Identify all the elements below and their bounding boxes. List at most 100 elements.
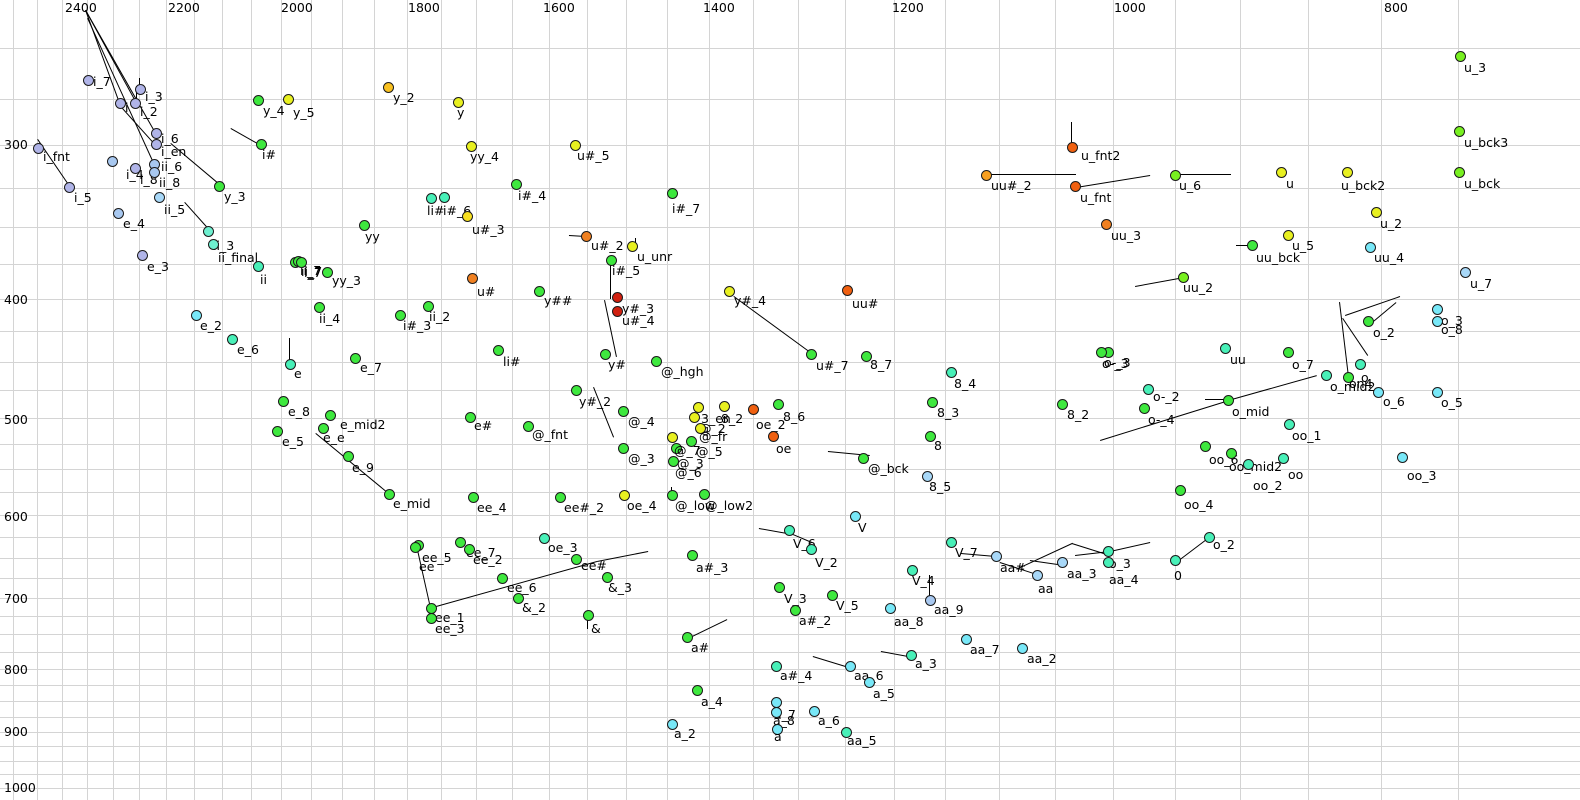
- data-point[interactable]: [534, 286, 545, 297]
- data-point[interactable]: [350, 353, 361, 364]
- data-point[interactable]: [278, 396, 289, 407]
- data-point[interactable]: [806, 349, 817, 360]
- data-point[interactable]: [618, 406, 629, 417]
- data-point[interactable]: [455, 537, 466, 548]
- data-point[interactable]: [627, 241, 638, 252]
- data-point[interactable]: [1143, 384, 1154, 395]
- data-point[interactable]: [1067, 142, 1078, 153]
- data-point[interactable]: [113, 208, 124, 219]
- data-point[interactable]: [64, 182, 75, 193]
- data-point[interactable]: [203, 226, 214, 237]
- data-point[interactable]: [253, 95, 264, 106]
- data-point[interactable]: [1355, 359, 1366, 370]
- data-point[interactable]: [768, 431, 779, 442]
- data-point[interactable]: [1070, 181, 1081, 192]
- data-point[interactable]: [426, 613, 437, 624]
- data-point[interactable]: [1432, 304, 1443, 315]
- data-point[interactable]: [858, 453, 869, 464]
- data-point[interactable]: [1363, 316, 1374, 327]
- data-point[interactable]: [130, 163, 141, 174]
- data-point[interactable]: [1342, 167, 1353, 178]
- data-point[interactable]: [1432, 387, 1443, 398]
- data-point[interactable]: [724, 286, 735, 297]
- data-point[interactable]: [191, 310, 202, 321]
- data-point[interactable]: [1200, 441, 1211, 452]
- data-point[interactable]: [618, 443, 629, 454]
- data-point[interactable]: [1454, 126, 1465, 137]
- data-point[interactable]: [1460, 267, 1471, 278]
- data-point[interactable]: [208, 239, 219, 250]
- data-point[interactable]: [1283, 347, 1294, 358]
- data-point[interactable]: [671, 443, 682, 454]
- data-point[interactable]: [771, 661, 782, 672]
- data-point[interactable]: [426, 193, 437, 204]
- data-point[interactable]: [602, 572, 613, 583]
- data-point[interactable]: [513, 593, 524, 604]
- data-point[interactable]: [410, 542, 421, 553]
- data-point[interactable]: [719, 401, 730, 412]
- data-point[interactable]: [383, 82, 394, 93]
- data-point[interactable]: [651, 356, 662, 367]
- data-point[interactable]: [1276, 167, 1287, 178]
- data-point[interactable]: [467, 273, 478, 284]
- data-point[interactable]: [466, 141, 477, 152]
- data-point[interactable]: [1365, 242, 1376, 253]
- data-point[interactable]: [1178, 272, 1189, 283]
- data-point[interactable]: [771, 707, 782, 718]
- data-point[interactable]: [154, 192, 165, 203]
- data-point[interactable]: [922, 471, 933, 482]
- data-point[interactable]: [283, 94, 294, 105]
- data-point[interactable]: [1170, 555, 1181, 566]
- data-point[interactable]: [453, 97, 464, 108]
- data-point[interactable]: [285, 359, 296, 370]
- data-point[interactable]: [493, 345, 504, 356]
- data-point[interactable]: [439, 192, 450, 203]
- data-point[interactable]: [1223, 395, 1234, 406]
- data-point[interactable]: [1101, 219, 1112, 230]
- data-point[interactable]: [33, 143, 44, 154]
- data-point[interactable]: [686, 436, 697, 447]
- data-point[interactable]: [864, 677, 875, 688]
- data-point[interactable]: [668, 456, 679, 467]
- data-point[interactable]: [774, 582, 785, 593]
- data-point[interactable]: [809, 706, 820, 717]
- data-point[interactable]: [107, 156, 118, 167]
- data-point[interactable]: [748, 404, 759, 415]
- data-point[interactable]: [689, 412, 700, 423]
- data-point[interactable]: [600, 349, 611, 360]
- data-point[interactable]: [1243, 459, 1254, 470]
- data-point[interactable]: [256, 139, 267, 150]
- data-point[interactable]: [423, 301, 434, 312]
- data-point[interactable]: [1204, 532, 1215, 543]
- data-point[interactable]: [581, 231, 592, 242]
- data-point[interactable]: [571, 385, 582, 396]
- data-point[interactable]: [772, 724, 783, 735]
- data-point[interactable]: [612, 306, 623, 317]
- data-point[interactable]: [571, 554, 582, 565]
- data-point[interactable]: [612, 292, 623, 303]
- data-point[interactable]: [1284, 419, 1295, 430]
- data-point[interactable]: [151, 139, 162, 150]
- data-point[interactable]: [1373, 387, 1384, 398]
- data-point[interactable]: [149, 167, 160, 178]
- data-point[interactable]: [1175, 485, 1186, 496]
- data-point[interactable]: [151, 128, 162, 139]
- data-point[interactable]: [667, 719, 678, 730]
- data-point[interactable]: [497, 573, 508, 584]
- data-point[interactable]: [907, 565, 918, 576]
- data-point[interactable]: [667, 188, 678, 199]
- data-point[interactable]: [227, 334, 238, 345]
- data-point[interactable]: [1397, 452, 1408, 463]
- data-point[interactable]: [981, 170, 992, 181]
- data-point[interactable]: [130, 98, 141, 109]
- data-point[interactable]: [137, 250, 148, 261]
- data-point[interactable]: [850, 511, 861, 522]
- data-point[interactable]: [1057, 399, 1068, 410]
- data-point[interactable]: [214, 181, 225, 192]
- data-point[interactable]: [925, 431, 936, 442]
- data-point[interactable]: [842, 285, 853, 296]
- data-point[interactable]: [1103, 557, 1114, 568]
- data-point[interactable]: [253, 261, 264, 272]
- data-point[interactable]: [806, 544, 817, 555]
